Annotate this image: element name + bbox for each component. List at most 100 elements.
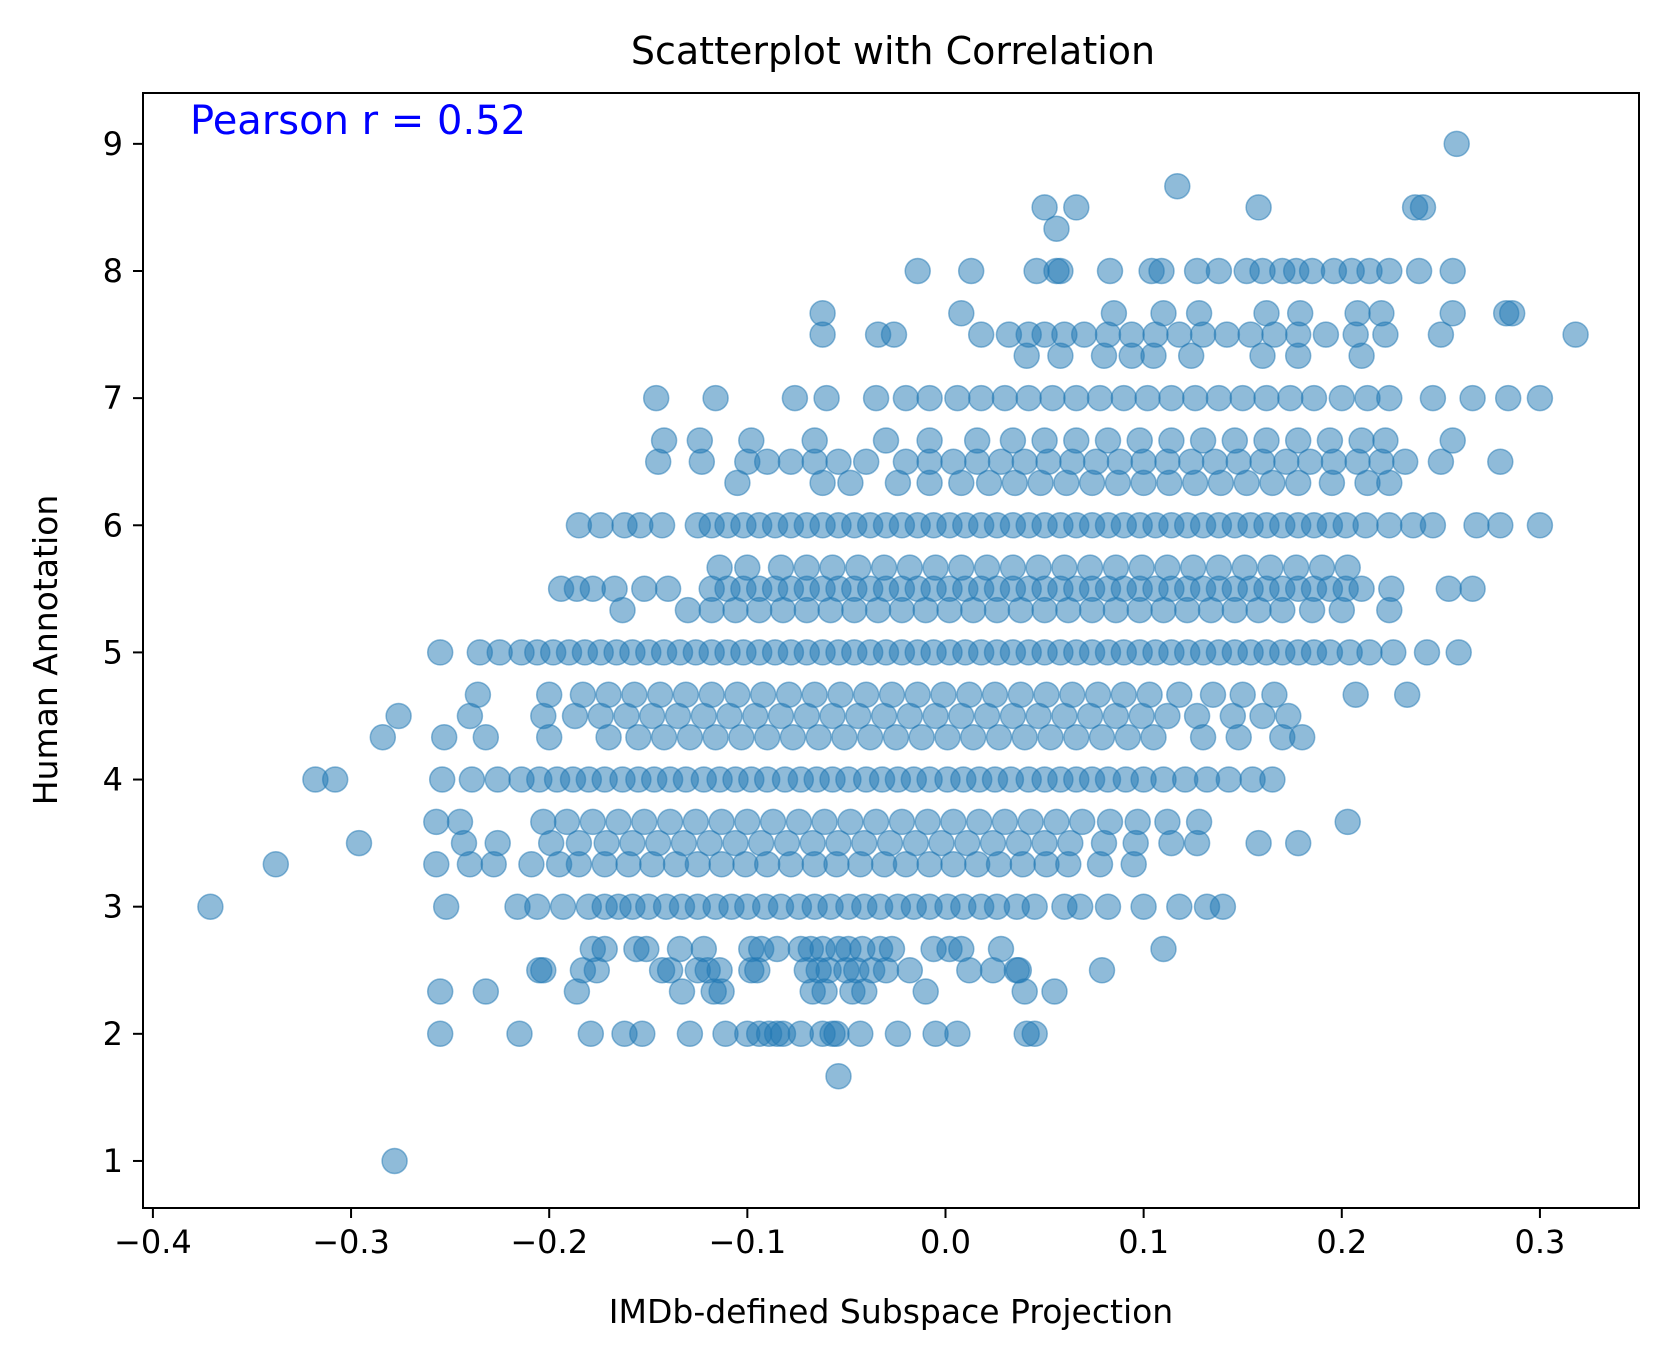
data-point [1445,639,1472,666]
data-point [1189,427,1217,454]
data-point [896,957,924,984]
data-point [656,808,684,836]
x-tick-label: 0.2 [1316,1223,1367,1261]
data-point [1213,321,1241,348]
data-point [1102,554,1130,581]
data-point [631,808,658,836]
data-point [621,681,648,708]
data-point [565,829,593,857]
data-point [957,257,985,285]
data-point [1011,723,1038,751]
data-point [1352,512,1379,539]
data-point [916,384,943,412]
data-point [831,723,858,751]
data-point [1253,427,1280,454]
data-point [1427,448,1455,475]
pearson-annotation: Pearson r = 0.52 [190,98,526,144]
data-point [837,808,864,836]
data-point [916,427,943,454]
data-point [1376,384,1403,412]
data-point [1259,766,1286,793]
data-point [1459,384,1486,412]
data-point [1005,957,1033,984]
data-point [1118,321,1145,348]
data-point [777,448,805,475]
data-point [1051,554,1078,581]
data-point [1376,257,1403,285]
data-point [876,829,904,857]
data-point [633,935,660,963]
data-point [973,554,1001,581]
data-point [1328,384,1356,412]
data-point [605,808,632,836]
data-point [944,1020,971,1048]
data-point [965,808,993,836]
data-point [1128,554,1155,581]
data-point [837,469,864,497]
data-point [1179,554,1207,581]
data-point [1015,384,1042,412]
data-point [1348,575,1375,603]
data-point [484,766,511,793]
data-point [775,681,803,708]
data-point [825,1062,852,1090]
data-point [862,808,890,836]
data-point [702,723,729,751]
data-point [1237,321,1264,348]
data-point [724,681,751,708]
data-point [1277,384,1304,412]
y-tick-label: 1 [103,1142,123,1180]
data-points [197,130,1589,1175]
data-point [1231,554,1258,581]
data-point [1039,384,1066,412]
data-point [1439,300,1466,327]
x-tick-label: −0.2 [510,1223,588,1261]
data-point [1459,575,1486,603]
data-point [728,723,755,751]
data-point [484,829,511,857]
x-tick-label: 0.0 [920,1223,971,1261]
data-point [1378,575,1405,603]
y-axis: 1 2 3 4 5 6 7 8 9 [103,125,143,1180]
data-point [904,681,931,708]
data-point [1124,808,1151,836]
data-point [1391,448,1419,475]
data-point [549,893,577,920]
data-point [785,808,813,836]
data-point [1249,342,1276,370]
data-point [1253,300,1280,327]
data-point [912,978,939,1005]
data-point [708,808,735,836]
data-point [369,723,397,751]
data-point [1076,554,1104,581]
data-point [1021,893,1048,920]
x-tick-label: −0.4 [114,1223,192,1261]
data-point [1205,257,1233,285]
data-point [799,829,826,857]
data-point [944,384,971,412]
data-point [1249,702,1276,730]
data-point [1070,321,1098,348]
data-point [430,723,458,751]
data-point [959,723,987,751]
data-point [1498,300,1526,327]
data-point [1284,427,1312,454]
data-point [1148,257,1175,285]
data-point [888,808,916,836]
data-point [1526,512,1554,539]
data-point [423,808,450,836]
data-point [759,808,787,836]
data-point [1253,384,1280,412]
data-point [518,851,545,878]
data-point [908,723,935,751]
data-point [1154,808,1181,836]
data-point [870,554,898,581]
data-point [1110,681,1138,708]
data-point [963,427,991,454]
data-point [650,723,678,751]
data-point [1059,681,1086,708]
data-point [446,808,474,836]
data-point [1096,257,1124,285]
y-tick-label: 4 [103,761,123,799]
data-point [922,554,949,581]
